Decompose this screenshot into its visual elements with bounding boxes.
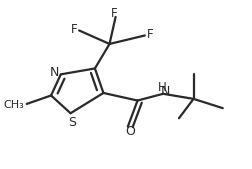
Text: O: O <box>125 125 135 138</box>
Text: F: F <box>70 23 77 36</box>
Text: S: S <box>68 116 76 129</box>
Text: N: N <box>161 85 170 98</box>
Text: F: F <box>147 28 153 41</box>
Text: CH₃: CH₃ <box>3 100 24 110</box>
Text: H: H <box>158 81 166 94</box>
Text: N: N <box>49 66 59 79</box>
Text: F: F <box>111 7 118 20</box>
